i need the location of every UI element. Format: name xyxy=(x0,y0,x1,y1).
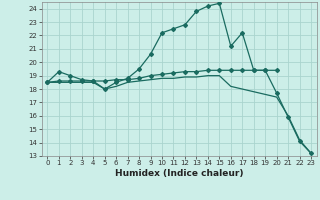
X-axis label: Humidex (Indice chaleur): Humidex (Indice chaleur) xyxy=(115,169,244,178)
